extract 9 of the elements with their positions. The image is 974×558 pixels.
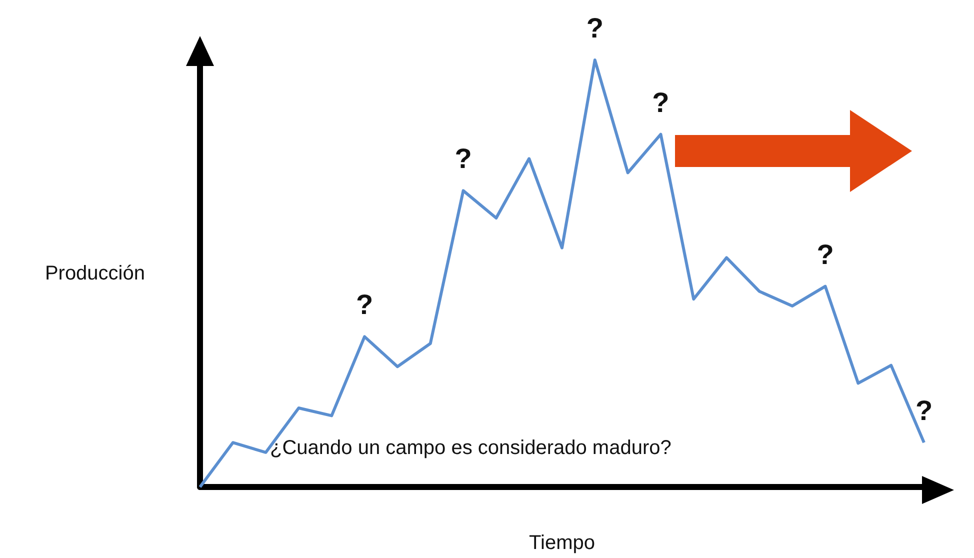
annotation: ? (454, 143, 472, 174)
annotation: ? (356, 289, 374, 320)
annotation: ? (816, 238, 834, 270)
y-axis-title: Producción (44, 262, 145, 284)
annotation: ? (652, 86, 670, 118)
x-axis-title: Tiempo (529, 532, 595, 554)
annotation: ¿Cuando un campo es considerado maduro? (270, 437, 672, 459)
annotation: ? (915, 395, 933, 426)
text: ? (586, 12, 604, 44)
